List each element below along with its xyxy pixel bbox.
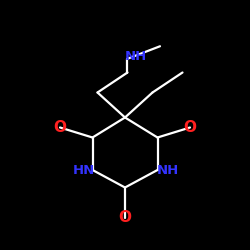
- Text: O: O: [184, 120, 196, 135]
- Text: O: O: [54, 120, 66, 135]
- Text: NH: NH: [125, 50, 148, 64]
- Text: NH: NH: [156, 164, 178, 176]
- Text: HN: HN: [72, 164, 95, 176]
- Text: O: O: [118, 210, 132, 225]
